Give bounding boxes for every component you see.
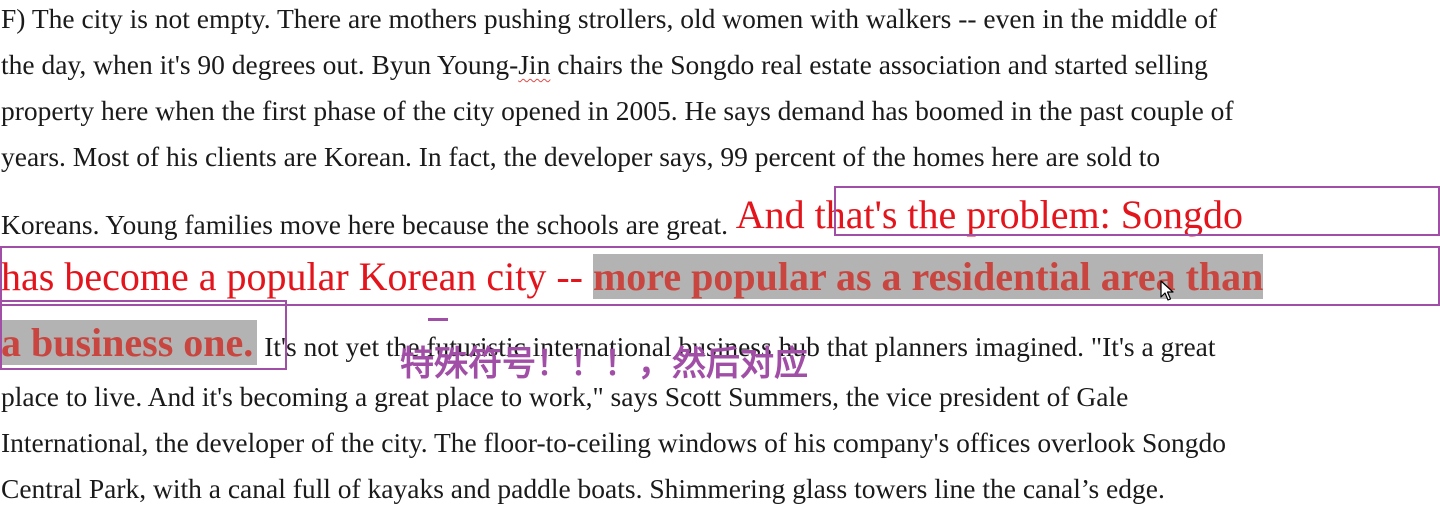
emphasized-red-text: has become a popular Korean city --: [1, 254, 593, 299]
annotation-note: 特殊符号！！！，然后对应: [400, 344, 808, 384]
line-text: chairs the Songdo real estate associatio…: [550, 49, 1208, 80]
text-line-7: a business one. It's not yet the futuris…: [1, 318, 1216, 368]
text-line-4: years. Most of his clients are Korean. I…: [1, 140, 1160, 174]
line-text: F) The city is not empty. There are moth…: [1, 3, 1218, 34]
text-line-1: F) The city is not empty. There are moth…: [1, 2, 1217, 36]
highlighted-text[interactable]: more popular as a residential area than: [592, 254, 1264, 299]
highlighted-text[interactable]: a business one.: [1, 320, 258, 365]
text-line-3: property here when the first phase of th…: [1, 94, 1234, 128]
text-line-6: has become a popular Korean city -- more…: [1, 252, 1264, 302]
text-line-8: place to live. And it's becoming a great…: [1, 380, 1128, 414]
line-text: International, the developer of the city…: [1, 427, 1227, 458]
mouse-pointer-icon: [1160, 280, 1174, 301]
line-text: Central Park, with a canal full of kayak…: [1, 473, 1165, 504]
spellcheck-word[interactable]: Jin: [518, 49, 551, 80]
line-text: years. Most of his clients are Korean. I…: [1, 141, 1161, 172]
emphasized-red-text: And that's the problem: Songdo: [728, 192, 1243, 237]
line-text: It's not yet the futuristic internationa…: [257, 331, 1216, 362]
line-text: Koreans. Young families move here becaus…: [1, 209, 728, 240]
text-line-10: Central Park, with a canal full of kayak…: [1, 472, 1165, 506]
annotation-dash: [428, 318, 448, 321]
text-line-2: the day, when it's 90 degrees out. Byun …: [1, 48, 1208, 82]
line-text: the day, when it's 90 degrees out. Byun …: [1, 49, 519, 80]
text-line-5: Koreans. Young families move here becaus…: [1, 190, 1243, 242]
line-text: property here when the first phase of th…: [1, 95, 1234, 126]
text-line-9: International, the developer of the city…: [1, 426, 1226, 460]
line-text: place to live. And it's becoming a great…: [1, 381, 1129, 412]
